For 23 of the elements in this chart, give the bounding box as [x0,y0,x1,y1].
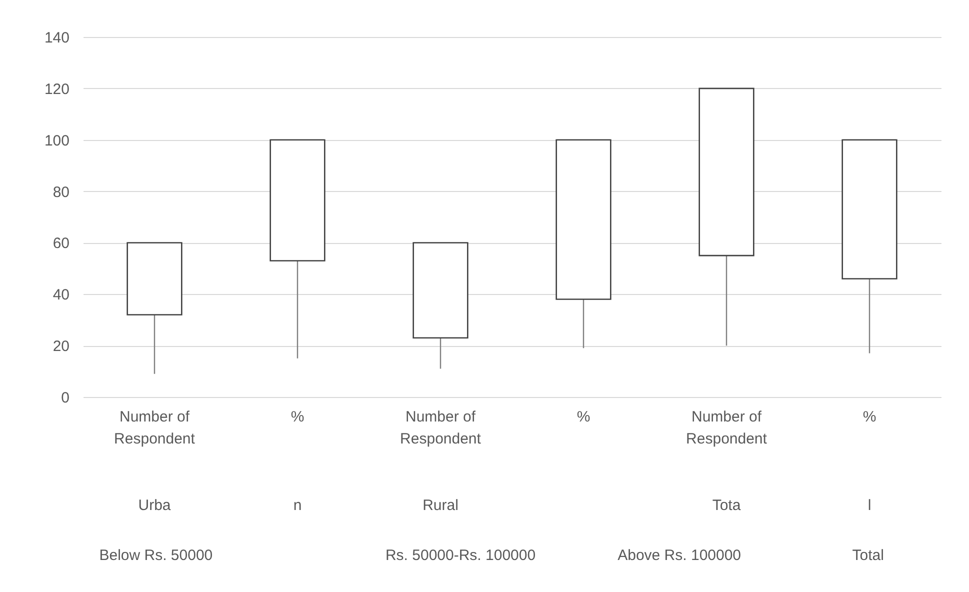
x-tick-label: Number of Respondent [114,408,196,448]
y-tick-label: 80 [52,184,70,201]
x-tick-label: % [576,408,590,426]
y-tick-label: 40 [52,286,70,304]
text: Above Rs. 100000 [618,547,742,564]
text: Total [852,547,884,564]
text: Urba [138,497,172,514]
text: Rural [422,497,458,514]
y-tick-label: 20 [52,338,70,356]
text: Rs. 50000-Rs. 100000 [385,547,536,564]
x-tick-label: % [862,408,876,426]
x-tick-label: % [290,408,304,426]
text: Tota [712,497,742,514]
x-tick-label: Number of Respondent [400,408,482,448]
y-tick-label: 100 [44,132,70,150]
y-tick-label: 0 [61,390,70,406]
text: Below Rs. 50000 [99,547,213,564]
y-tick-label: 140 [44,30,70,46]
text: n [293,497,302,514]
y-tick-label: 60 [52,235,70,252]
text: l [868,497,872,514]
y-tick-label: 120 [44,80,70,98]
x-tick-label: Number of Respondent [686,408,768,448]
